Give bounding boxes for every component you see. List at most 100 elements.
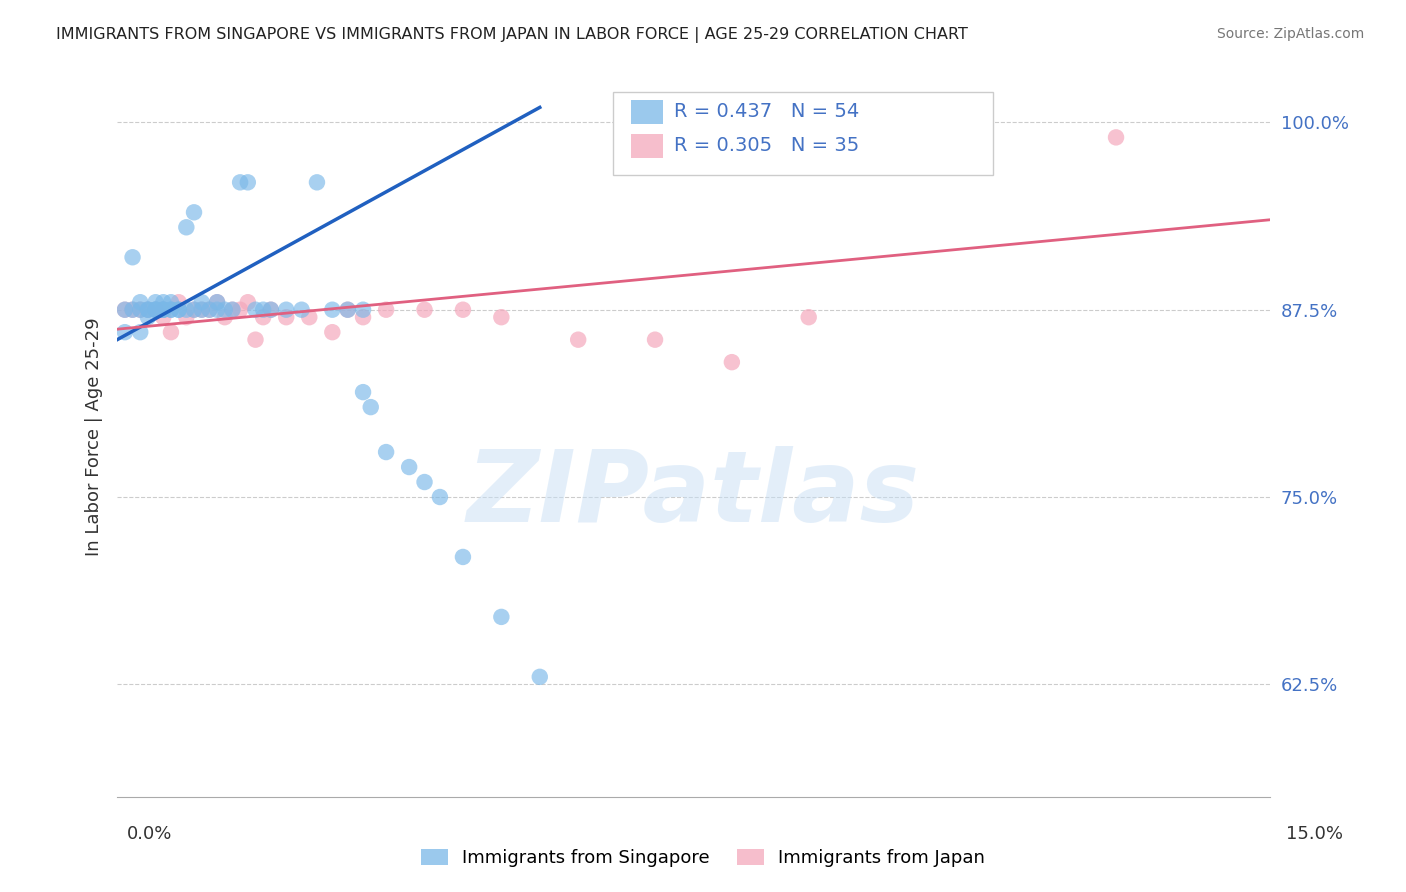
Point	[136, 302, 159, 317]
Point	[375, 445, 398, 459]
Point	[145, 302, 167, 317]
Point	[398, 460, 420, 475]
Text: R = 0.305   N = 35: R = 0.305 N = 35	[673, 136, 859, 155]
FancyBboxPatch shape	[613, 92, 993, 175]
Point	[152, 302, 174, 317]
Text: 0.0%: 0.0%	[127, 825, 172, 843]
Point	[236, 295, 259, 310]
Point	[136, 310, 159, 325]
Point	[145, 302, 167, 317]
FancyBboxPatch shape	[631, 101, 664, 124]
Point	[221, 302, 243, 317]
Point	[136, 302, 159, 317]
Point	[429, 490, 451, 504]
Point	[352, 302, 374, 317]
Point	[797, 310, 820, 325]
Point	[252, 310, 274, 325]
Point	[114, 325, 136, 339]
Point	[190, 302, 212, 317]
Point	[152, 310, 174, 325]
Point	[321, 325, 343, 339]
Point	[129, 295, 152, 310]
Text: 15.0%: 15.0%	[1285, 825, 1343, 843]
Legend: Immigrants from Singapore, Immigrants from Japan: Immigrants from Singapore, Immigrants fr…	[413, 841, 993, 874]
Point	[129, 302, 152, 317]
Point	[491, 610, 513, 624]
Point	[152, 302, 174, 317]
Point	[152, 295, 174, 310]
Point	[198, 302, 221, 317]
Point	[214, 310, 236, 325]
Point	[145, 295, 167, 310]
Point	[152, 302, 174, 317]
Point	[145, 302, 167, 317]
Text: R = 0.437   N = 54: R = 0.437 N = 54	[673, 103, 859, 121]
Point	[160, 295, 183, 310]
Point	[375, 302, 398, 317]
Point	[121, 302, 143, 317]
Point	[152, 302, 174, 317]
Point	[205, 295, 228, 310]
Point	[183, 205, 205, 219]
Point	[121, 302, 143, 317]
Point	[236, 175, 259, 189]
Point	[176, 220, 198, 235]
Point	[167, 302, 190, 317]
Point	[121, 250, 143, 264]
FancyBboxPatch shape	[631, 135, 664, 158]
Point	[114, 302, 136, 317]
Point	[260, 302, 283, 317]
Point	[160, 302, 183, 317]
Point	[252, 302, 274, 317]
Point	[214, 302, 236, 317]
Point	[413, 302, 436, 317]
Point	[245, 302, 267, 317]
Point	[352, 385, 374, 400]
Point	[451, 302, 474, 317]
Point	[167, 302, 190, 317]
Point	[114, 302, 136, 317]
Point	[451, 549, 474, 564]
Point	[336, 302, 359, 317]
Point	[276, 302, 298, 317]
Point	[229, 302, 252, 317]
Point	[145, 302, 167, 317]
Point	[205, 302, 228, 317]
Point	[491, 310, 513, 325]
Y-axis label: In Labor Force | Age 25-29: In Labor Force | Age 25-29	[86, 318, 103, 557]
Point	[183, 302, 205, 317]
Point	[305, 175, 328, 189]
Point	[205, 295, 228, 310]
Point	[298, 310, 321, 325]
Point	[176, 302, 198, 317]
Point	[567, 333, 589, 347]
Point	[136, 302, 159, 317]
Point	[360, 400, 382, 414]
Point	[336, 302, 359, 317]
Text: IMMIGRANTS FROM SINGAPORE VS IMMIGRANTS FROM JAPAN IN LABOR FORCE | AGE 25-29 CO: IMMIGRANTS FROM SINGAPORE VS IMMIGRANTS …	[56, 27, 969, 43]
Text: ZIPatlas: ZIPatlas	[467, 446, 920, 543]
Point	[190, 295, 212, 310]
Point	[260, 302, 283, 317]
Point	[198, 302, 221, 317]
Point	[352, 310, 374, 325]
Point	[190, 302, 212, 317]
Point	[644, 333, 666, 347]
Point	[276, 310, 298, 325]
Point	[221, 302, 243, 317]
Point	[160, 302, 183, 317]
Point	[129, 325, 152, 339]
Point	[176, 310, 198, 325]
Point	[529, 670, 551, 684]
Point	[721, 355, 744, 369]
Point	[321, 302, 343, 317]
Point	[183, 302, 205, 317]
Point	[291, 302, 314, 317]
Point	[245, 333, 267, 347]
Point	[160, 325, 183, 339]
Point	[129, 302, 152, 317]
Point	[229, 175, 252, 189]
Point	[413, 475, 436, 489]
Point	[1105, 130, 1128, 145]
Point	[167, 295, 190, 310]
